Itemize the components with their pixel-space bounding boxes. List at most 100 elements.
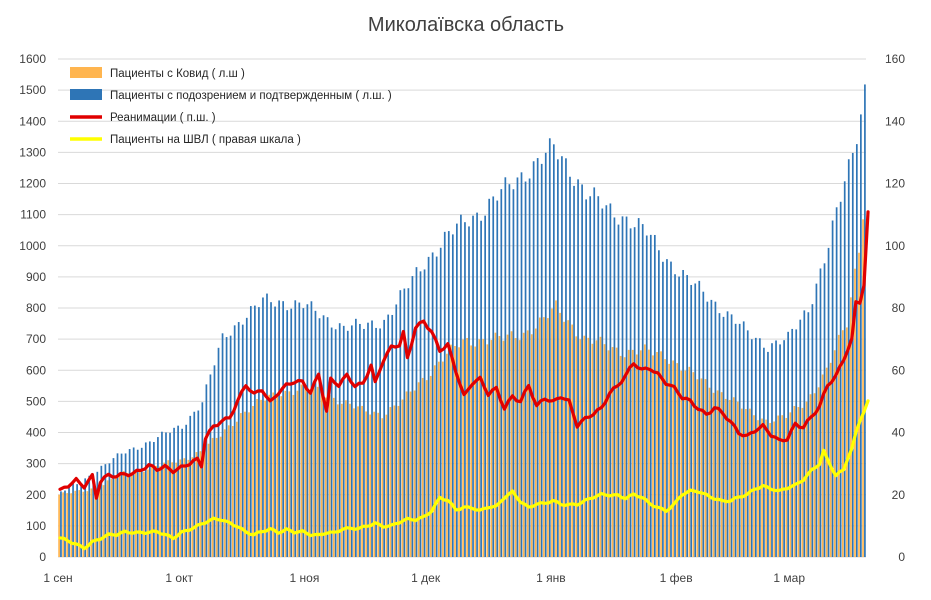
bar [734, 323, 737, 557]
bar [516, 177, 519, 557]
bar [819, 268, 822, 557]
bar [270, 302, 272, 557]
bar [615, 347, 618, 557]
bar [581, 184, 583, 557]
bar [510, 331, 513, 557]
bar [623, 357, 626, 557]
bar [763, 347, 765, 557]
bar [207, 443, 210, 557]
x-axis: 1 сен 1 окт 1 ноя 1 дек 1 янв 1 фев 1 мар [43, 571, 805, 585]
right-tick-label: 60 [892, 363, 906, 377]
bar [585, 199, 587, 557]
bar [530, 334, 533, 557]
bar [284, 390, 287, 557]
bar [332, 397, 335, 557]
bar [450, 344, 452, 557]
bar [474, 346, 477, 557]
bar [213, 365, 216, 557]
bar [573, 185, 575, 557]
bar [306, 304, 309, 557]
bar [652, 355, 654, 557]
bar [617, 224, 620, 557]
bar [245, 317, 248, 557]
bar [745, 409, 747, 557]
bar [732, 397, 735, 557]
bar [221, 333, 224, 557]
bar [268, 394, 271, 557]
bar [205, 384, 208, 557]
bar [98, 489, 101, 557]
bar [363, 328, 365, 557]
bar [423, 269, 426, 557]
bar [625, 216, 628, 558]
bar [157, 437, 159, 557]
bar [140, 447, 143, 557]
legend-item-3: Реанимации ( п.ш. ) [70, 112, 216, 124]
bar [565, 158, 567, 557]
bar [375, 327, 377, 557]
bar [80, 483, 82, 557]
left-tick-label: 800 [26, 301, 46, 315]
bar [787, 331, 789, 557]
bar [439, 247, 442, 557]
bar [532, 161, 535, 557]
bar [660, 351, 662, 557]
right-tick-label: 100 [885, 239, 905, 253]
bar [649, 234, 652, 557]
bar [395, 304, 398, 557]
bar [276, 396, 279, 557]
bar [561, 156, 563, 557]
bar [839, 201, 842, 557]
bar [577, 179, 579, 557]
bar [593, 187, 596, 557]
bar [803, 310, 806, 557]
bar [656, 352, 658, 557]
bar [64, 490, 66, 557]
bar [502, 340, 505, 557]
bar-series-1 [58, 219, 864, 557]
bar [749, 408, 751, 557]
bar [58, 494, 60, 557]
bar [514, 338, 517, 557]
bar [304, 387, 307, 557]
bar [197, 410, 200, 557]
bar [262, 297, 264, 557]
bar [540, 163, 543, 557]
bar [627, 349, 630, 557]
bar [817, 387, 820, 557]
bar [173, 427, 175, 557]
bar [686, 275, 688, 557]
bar [712, 392, 715, 557]
bar [682, 269, 684, 557]
bar [668, 363, 670, 557]
bar [536, 158, 539, 557]
bar [664, 359, 666, 557]
legend: Пациенты с Ковид ( л.ш ) Пациенты с подоз… [70, 67, 392, 146]
bar [215, 437, 218, 557]
bar [799, 319, 802, 557]
bar [676, 363, 679, 557]
bar [672, 360, 675, 557]
right-tick-label: 20 [892, 488, 906, 502]
bar [128, 449, 131, 557]
bar [518, 340, 521, 557]
bar [648, 349, 650, 557]
bar [714, 301, 717, 557]
bar [70, 493, 73, 557]
bar [591, 343, 594, 557]
bar [62, 492, 64, 557]
bar [225, 337, 228, 557]
bar [777, 415, 780, 557]
bar [387, 314, 390, 557]
bar [738, 323, 741, 557]
bar [864, 84, 866, 557]
bar [201, 402, 204, 557]
bar [722, 316, 725, 557]
bar [240, 413, 242, 557]
bar [680, 370, 683, 557]
bar [690, 284, 693, 557]
bar [635, 354, 638, 557]
bar [603, 344, 606, 557]
bar [136, 449, 139, 557]
